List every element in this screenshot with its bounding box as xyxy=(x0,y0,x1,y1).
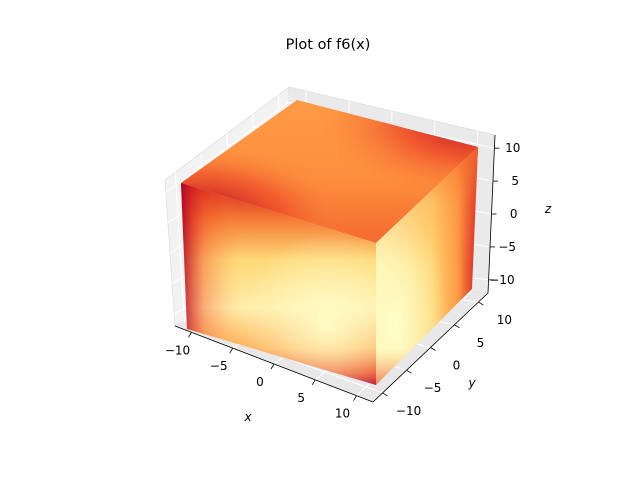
z-tick-label: 5 xyxy=(511,174,519,188)
z-axis-label: z xyxy=(544,202,552,216)
z-tick-label: −5 xyxy=(498,240,516,254)
cube-face-top-shade-left xyxy=(181,100,478,243)
z-tick-label: −10 xyxy=(489,273,514,287)
x-tick xyxy=(188,332,192,338)
x-tick xyxy=(353,395,357,401)
y-tick xyxy=(454,324,460,329)
x-tick xyxy=(229,347,234,354)
cube-face-left-edge xyxy=(181,183,376,385)
x-tick xyxy=(270,363,275,370)
y-tick-label: 10 xyxy=(497,313,512,327)
x-tick-label: −10 xyxy=(165,343,190,357)
z-gridline-left-wall xyxy=(165,101,290,193)
x-tick-label: 0 xyxy=(256,375,264,389)
z-tick-label: 0 xyxy=(510,207,518,221)
y-tick-label: −5 xyxy=(424,381,442,395)
y-tick xyxy=(430,347,436,351)
x-tick xyxy=(311,379,316,386)
axis-ticks xyxy=(188,147,500,401)
y-tick-label: 5 xyxy=(477,336,485,350)
chart-title: Plot of f6(x) xyxy=(286,37,371,53)
y-tick-label: −10 xyxy=(396,404,421,418)
x-tick-label: 10 xyxy=(335,407,350,421)
y-tick xyxy=(478,301,484,306)
cube-face-right-shade xyxy=(376,147,478,385)
data-cube xyxy=(181,100,478,385)
y-tick xyxy=(382,392,388,397)
y-tick xyxy=(406,369,412,374)
y-tick-label: 0 xyxy=(453,359,461,373)
x-axis-label: x xyxy=(243,410,252,424)
z-tick-label: 10 xyxy=(505,141,520,155)
x-tick-label: −5 xyxy=(210,359,228,373)
x-tick-label: 5 xyxy=(297,391,305,405)
y-axis-label: y xyxy=(467,376,476,390)
